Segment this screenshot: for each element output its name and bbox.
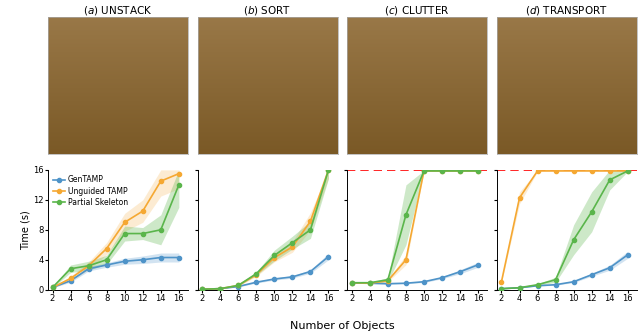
Title: $(c)$ $\mathregular{\mathsf{CLUTTER}}$: $(c)$ $\mathregular{\mathsf{CLUTTER}}$: [385, 4, 450, 17]
Title: $(d)$ $\mathregular{\mathsf{TRANSPORT}}$: $(d)$ $\mathregular{\mathsf{TRANSPORT}}$: [525, 4, 609, 17]
Title: $(b)$ $\mathregular{\mathsf{SORT}}$: $(b)$ $\mathregular{\mathsf{SORT}}$: [243, 4, 292, 17]
Y-axis label: Time (s): Time (s): [20, 210, 31, 250]
Text: Number of Objects: Number of Objects: [290, 321, 395, 331]
Legend: GenTAMP, Unguided TAMP, Partial Skeleton: GenTAMP, Unguided TAMP, Partial Skeleton: [52, 174, 129, 208]
Title: $(a)$ $\mathregular{\mathsf{UNSTACK}}$: $(a)$ $\mathregular{\mathsf{UNSTACK}}$: [83, 4, 152, 17]
